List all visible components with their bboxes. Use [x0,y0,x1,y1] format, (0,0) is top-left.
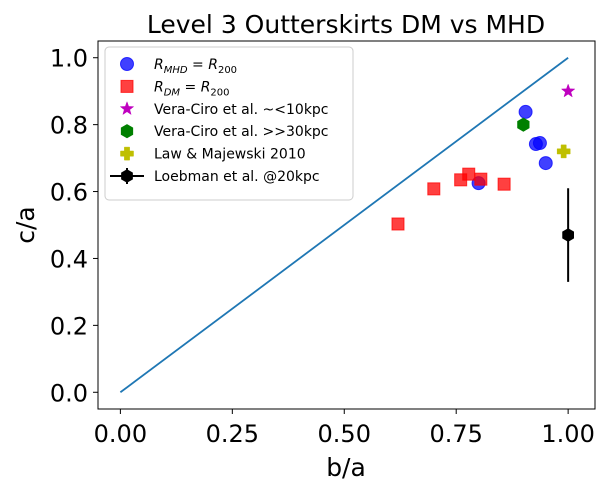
data-point [462,167,476,181]
plot-area [119,57,576,393]
y-tick-label: 0.6 [50,179,88,207]
data-point [538,156,553,171]
x-tick-label: 1.00 [541,420,594,448]
legend-item: RMHD = R200 [120,57,237,76]
data-point [518,104,533,119]
y-tick-label: 0.2 [50,312,88,340]
data-point [427,182,441,196]
legend-label: Law & Majewski 2010 [154,147,306,163]
legend: RMHD = R200 RDM = R200 Vera-Ciro et al. ~<… [104,46,354,201]
x-axis-label: b/a [326,453,366,482]
legend-marker [120,57,134,71]
legend-label: RDM = R200 [154,79,230,98]
reference-line-y-equals-x [119,57,569,393]
legend-label: RMHD = R200 [154,57,237,76]
series-4 [517,117,530,132]
data-point [391,217,405,231]
legend-marker [120,124,134,139]
legend-frame [104,46,354,201]
series-5 [556,144,571,159]
legend-item: Loebman et al. @20kpc [110,168,320,185]
legend-marker [119,101,135,116]
data-point [497,177,511,191]
series-1 [471,104,553,191]
series-3 [560,83,576,98]
x-tick-label: 0.00 [94,420,147,448]
chart-title: Level 3 Outterskirts DM vs MHD [147,10,545,39]
y-tick-label: 0.0 [50,379,88,407]
legend-marker [120,79,134,93]
series-6 [562,188,574,282]
y-tick-label: 0.4 [50,245,88,273]
legend-item: Vera-Ciro et al. ~<10kpc [119,101,329,118]
data-point [560,83,576,98]
y-tick-label: 0.8 [50,112,88,140]
series-2 [391,167,511,231]
legend-item: Law & Majewski 2010 [120,146,306,163]
legend-marker [121,168,133,184]
data-point [474,172,488,186]
legend-item: Vera-Ciro et al. >>30kpc [120,124,329,140]
x-axis: 0.00 0.25 0.50 0.75 1.00 [94,409,595,448]
data-point [532,136,547,151]
x-tick-label: 0.50 [318,420,371,448]
legend-marker [120,146,134,161]
x-tick-label: 0.25 [206,420,259,448]
legend-label: Vera-Ciro et al. ~<10kpc [154,102,329,118]
plot-frame [97,40,596,410]
data-point [556,144,571,159]
y-axis-label: c/a [11,206,40,244]
x-tick-label: 0.75 [429,420,482,448]
y-axis: 0.0 0.2 0.4 0.6 0.8 1.0 [50,45,98,407]
data-point [562,188,574,282]
data-point [517,117,530,132]
legend-item: RDM = R200 [120,79,230,98]
y-tick-label: 1.0 [50,45,88,73]
legend-label: Vera-Ciro et al. >>30kpc [154,124,329,140]
legend-label: Loebman et al. @20kpc [154,169,320,185]
